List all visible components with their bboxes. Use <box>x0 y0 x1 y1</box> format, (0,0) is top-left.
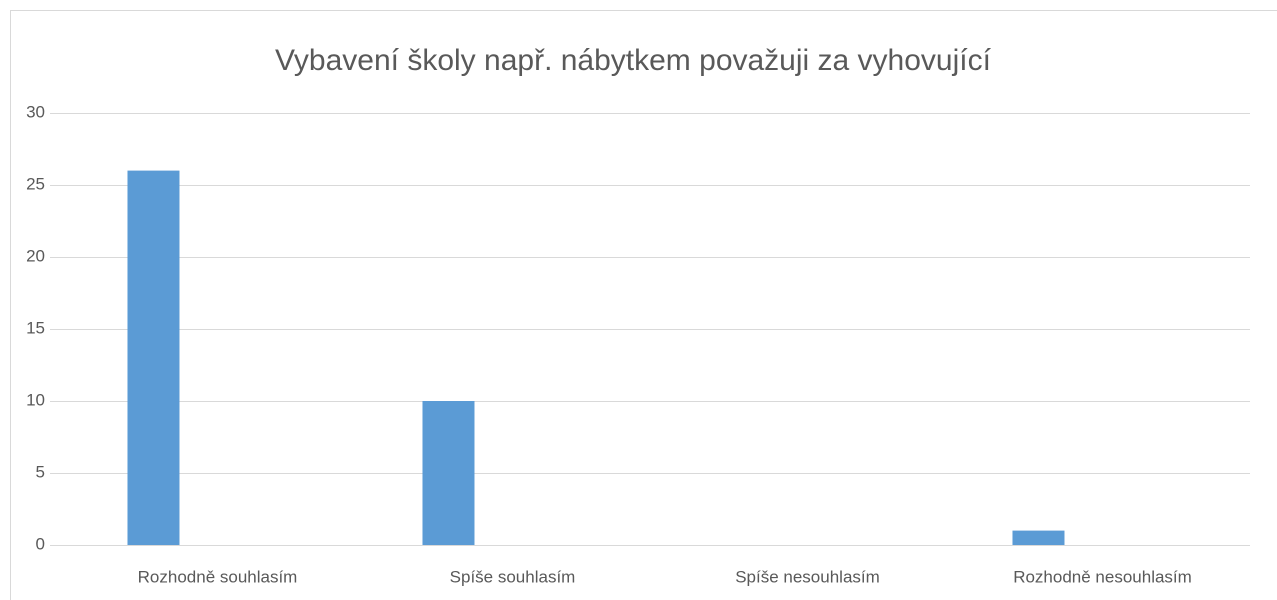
bar <box>422 401 475 545</box>
y-tick-label: 25 <box>26 174 45 193</box>
y-tick-label: 0 <box>36 534 45 553</box>
chart-title: Vybavení školy např. nábytkem považuji z… <box>275 44 992 77</box>
x-tick-label: Rozhodně nesouhlasím <box>1013 567 1192 586</box>
y-tick-label: 20 <box>26 246 45 265</box>
bar <box>127 170 180 545</box>
y-tick-label: 30 <box>26 102 45 121</box>
chart-frame <box>10 10 1277 600</box>
bar <box>1012 530 1065 545</box>
x-tick-label: Spíše nesouhlasím <box>735 567 880 586</box>
y-tick-label: 10 <box>26 390 45 409</box>
x-tick-label: Spíše souhlasím <box>450 567 576 586</box>
y-tick-label: 15 <box>26 318 45 337</box>
y-tick-label: 5 <box>36 462 45 481</box>
x-tick-label: Rozhodně souhlasím <box>138 567 298 586</box>
